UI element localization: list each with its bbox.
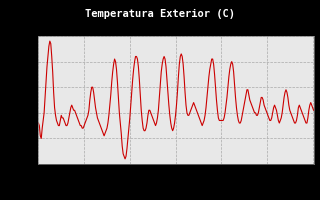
Title: 2025: 2025: [166, 25, 186, 34]
Text: Temperatura Exterior (C): Temperatura Exterior (C): [85, 9, 235, 19]
